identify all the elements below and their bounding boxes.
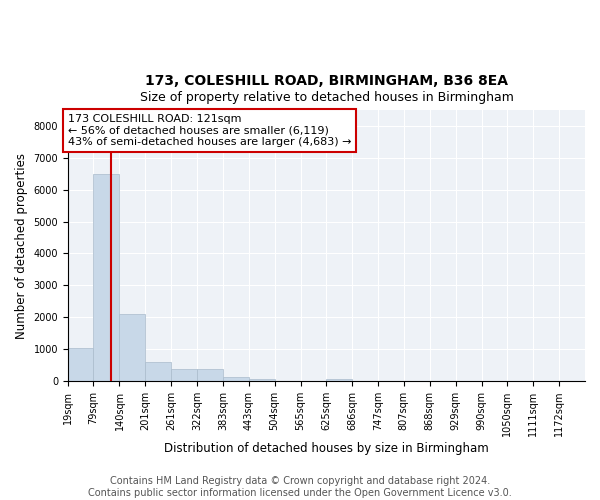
Bar [326, 380, 352, 381]
Bar [119, 314, 145, 381]
Bar [223, 377, 248, 381]
Text: Size of property relative to detached houses in Birmingham: Size of property relative to detached ho… [140, 92, 514, 104]
Bar [171, 369, 197, 381]
Text: Contains HM Land Registry data © Crown copyright and database right 2024.
Contai: Contains HM Land Registry data © Crown c… [88, 476, 512, 498]
X-axis label: Distribution of detached houses by size in Birmingham: Distribution of detached houses by size … [164, 442, 489, 455]
Text: 173, COLESHILL ROAD, BIRMINGHAM, B36 8EA: 173, COLESHILL ROAD, BIRMINGHAM, B36 8EA [145, 74, 508, 88]
Bar [248, 380, 275, 381]
Bar [145, 362, 171, 381]
Y-axis label: Number of detached properties: Number of detached properties [15, 152, 28, 338]
Bar [94, 174, 119, 381]
Text: 173 COLESHILL ROAD: 121sqm
← 56% of detached houses are smaller (6,119)
43% of s: 173 COLESHILL ROAD: 121sqm ← 56% of deta… [68, 114, 352, 147]
Bar [197, 369, 223, 381]
Bar [68, 348, 94, 381]
